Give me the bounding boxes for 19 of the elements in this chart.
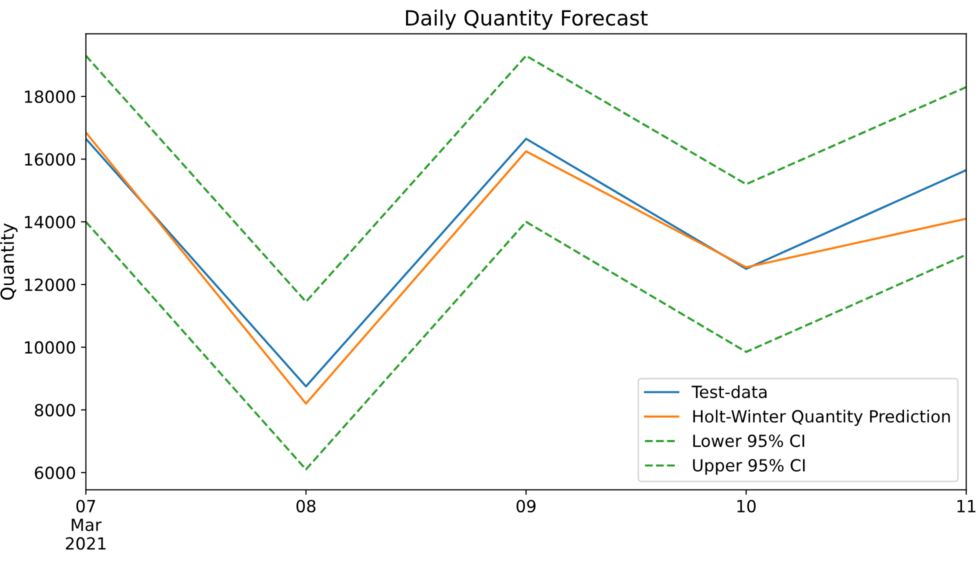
y-tick-label: 14000 xyxy=(24,216,76,228)
y-tick-label: 6000 xyxy=(34,466,76,480)
x-tick-label: 07 Mar 2021 xyxy=(66,500,106,550)
y-tick-label: 16000 xyxy=(24,153,76,166)
chart-title: Daily Quantity Forecast xyxy=(406,10,648,30)
legend-label: Holt-Winter Quantity Prediction xyxy=(693,410,950,426)
x-tick-label: 10 xyxy=(737,500,756,512)
y-axis-title: Quantity xyxy=(0,223,18,300)
legend-label: Lower 95% CI xyxy=(693,434,804,448)
x-tick-label: 08 xyxy=(296,500,316,512)
y-tick-label: 10000 xyxy=(24,341,76,354)
y-tick-label: 8000 xyxy=(34,404,76,416)
legend-label: Test-data xyxy=(692,385,767,398)
x-tick-label: 11 xyxy=(957,500,976,512)
legend-label: Upper 95% CI xyxy=(693,458,805,475)
y-tick-label: 18000 xyxy=(24,90,76,104)
y-tick-label: 12000 xyxy=(24,278,76,292)
x-tick-label: 09 xyxy=(516,500,536,512)
line-series xyxy=(86,54,966,303)
